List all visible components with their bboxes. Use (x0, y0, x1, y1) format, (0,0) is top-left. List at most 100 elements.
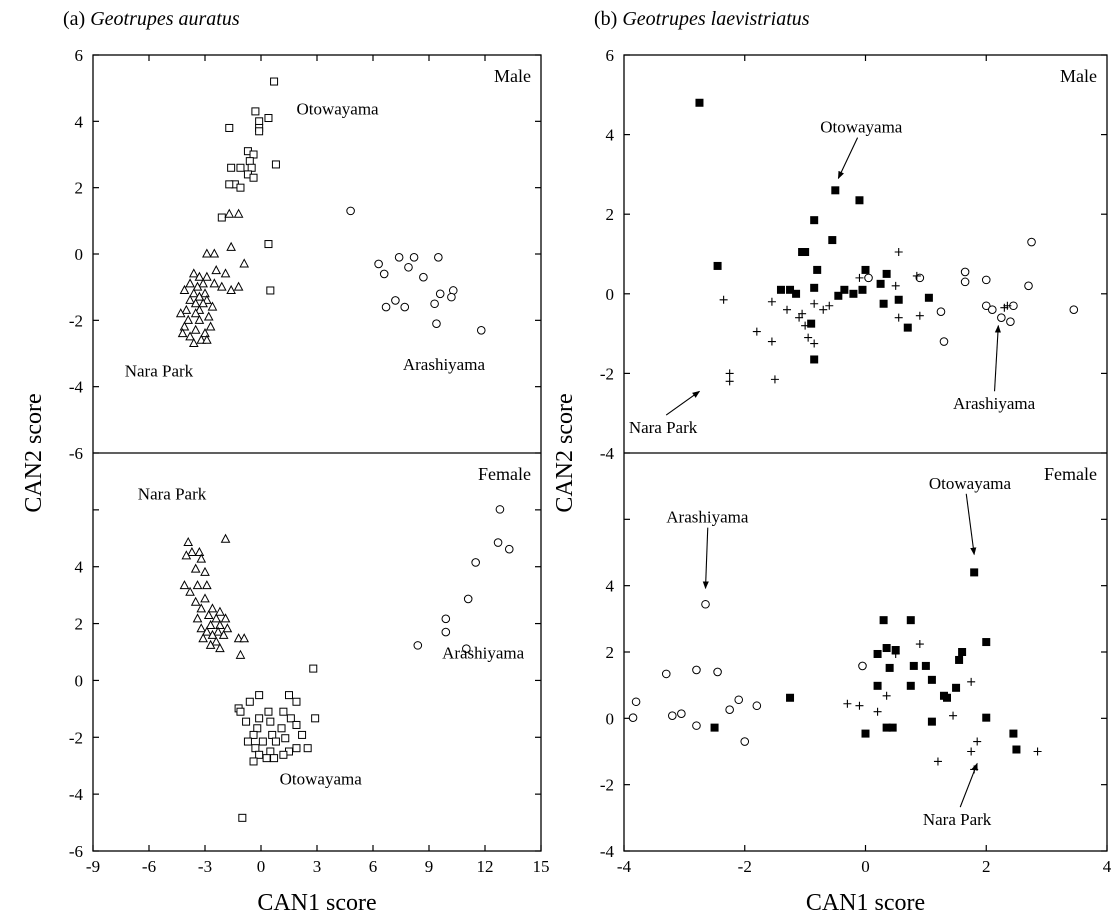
data-point-square (279, 707, 288, 716)
data-point-square (298, 730, 307, 739)
data-point-circle (391, 296, 400, 305)
data-point-triangle (235, 649, 246, 659)
data-point-triangle (185, 294, 195, 304)
data-point-filled-square (1012, 745, 1021, 754)
data-point-circle (1027, 237, 1036, 247)
data-point-square (270, 754, 279, 763)
data-point-circle (374, 259, 383, 269)
data-point-circle (441, 614, 451, 624)
data-point-plus (767, 337, 776, 346)
data-point-square (264, 707, 273, 716)
data-point-filled-square (921, 661, 930, 670)
data-point-circle (987, 305, 997, 315)
y-tick-label: -4 (600, 842, 615, 861)
data-point-triangle (196, 603, 207, 613)
data-point-triangle (202, 248, 212, 258)
data-point-circle (981, 301, 991, 311)
data-point-plus (804, 333, 813, 342)
data-point-plus (891, 281, 900, 290)
sex-label: Male (1060, 66, 1097, 86)
data-point-square (292, 720, 301, 729)
data-point-triangle (188, 288, 199, 298)
data-point-circle (864, 273, 873, 283)
data-point-triangle (190, 308, 201, 318)
data-point-plus (783, 305, 792, 314)
data-point-filled-square (695, 98, 704, 107)
data-point-triangle (233, 208, 244, 218)
data-point-triangle (202, 626, 212, 636)
subplot-male: -6 -4 -2 0 2 4 6 Male Otowayama Nara Park Arashiya… (69, 46, 541, 463)
data-point-plus (843, 699, 852, 708)
data-point-circle (628, 713, 638, 722)
data-point-square (253, 724, 262, 733)
data-point-square (255, 714, 264, 723)
data-point-square (249, 730, 258, 739)
data-point-square (225, 180, 234, 189)
data-point-circle (752, 701, 762, 711)
data-point-square (217, 213, 226, 222)
data-point-triangle (190, 324, 201, 334)
y-tick-label: 2 (606, 205, 615, 224)
data-point-triangle (185, 278, 195, 288)
y-tick-label: 2 (75, 179, 84, 198)
data-point-triangle (190, 563, 201, 573)
data-point-circle (1024, 281, 1033, 291)
data-point-triangle (215, 643, 225, 653)
data-point-square (262, 754, 271, 763)
x-tick-label: 2 (982, 857, 991, 876)
data-point-filled-square (810, 216, 819, 225)
site-label-arrow (993, 324, 1002, 392)
data-point-filled-square (861, 265, 870, 274)
data-point-circle (1069, 305, 1079, 315)
data-point-triangle (203, 609, 214, 620)
data-point-filled-square (861, 729, 870, 738)
y-tick-label: -4 (69, 378, 84, 397)
subplot-female: -6 -4 -2 0 2 4 Female Nara Park Arashiyama Otoway… (69, 464, 541, 861)
data-point-triangle (175, 308, 186, 318)
data-point-triangle (209, 278, 220, 288)
data-point-triangle (220, 613, 231, 623)
x-tick-label: 3 (313, 857, 322, 876)
data-point-filled-square (955, 655, 964, 664)
data-point-circle (713, 667, 722, 677)
data-point-plus (949, 711, 958, 720)
data-point-circle (858, 661, 867, 671)
data-point-plus (819, 305, 828, 314)
data-point-circle (936, 307, 946, 317)
series-otowayama (217, 77, 280, 295)
data-point-triangle (216, 281, 227, 291)
data-point-circle (725, 705, 734, 715)
data-point-plus (882, 691, 891, 700)
data-point-square (255, 750, 264, 759)
data-point-square (285, 691, 293, 700)
data-point-filled-square (909, 661, 918, 670)
y-tick-label: -4 (600, 444, 615, 463)
data-point-triangle (187, 546, 197, 556)
x-tick-label: 4 (1103, 857, 1112, 876)
data-point-triangle (192, 281, 203, 291)
data-point-square (311, 714, 320, 723)
data-point-filled-square (927, 717, 936, 726)
data-point-filled-square (903, 323, 912, 332)
data-point-filled-square (958, 648, 967, 656)
y-tick-label: 0 (606, 285, 615, 304)
data-point-circle (661, 669, 671, 679)
site-label: Nara Park (125, 362, 194, 381)
data-point-circle (435, 289, 445, 299)
data-point-square (255, 691, 264, 700)
data-point-plus (855, 273, 864, 282)
data-point-triangle (179, 284, 190, 294)
y-tick-label: -2 (600, 364, 614, 383)
data-point-plus (967, 677, 976, 686)
data-point-filled-square (849, 289, 858, 298)
data-point-filled-square (810, 355, 819, 364)
data-point-square (266, 286, 275, 295)
site-label: Otowayama (929, 474, 1012, 493)
x-tick-label: -2 (738, 857, 752, 876)
series-arashiyama (628, 599, 867, 746)
data-point-triangle (207, 603, 218, 613)
data-point-square (255, 117, 264, 126)
data-point-plus (798, 309, 807, 318)
data-point-square (236, 163, 245, 172)
panel-title: (a) Geotrupes auratus (63, 8, 240, 30)
